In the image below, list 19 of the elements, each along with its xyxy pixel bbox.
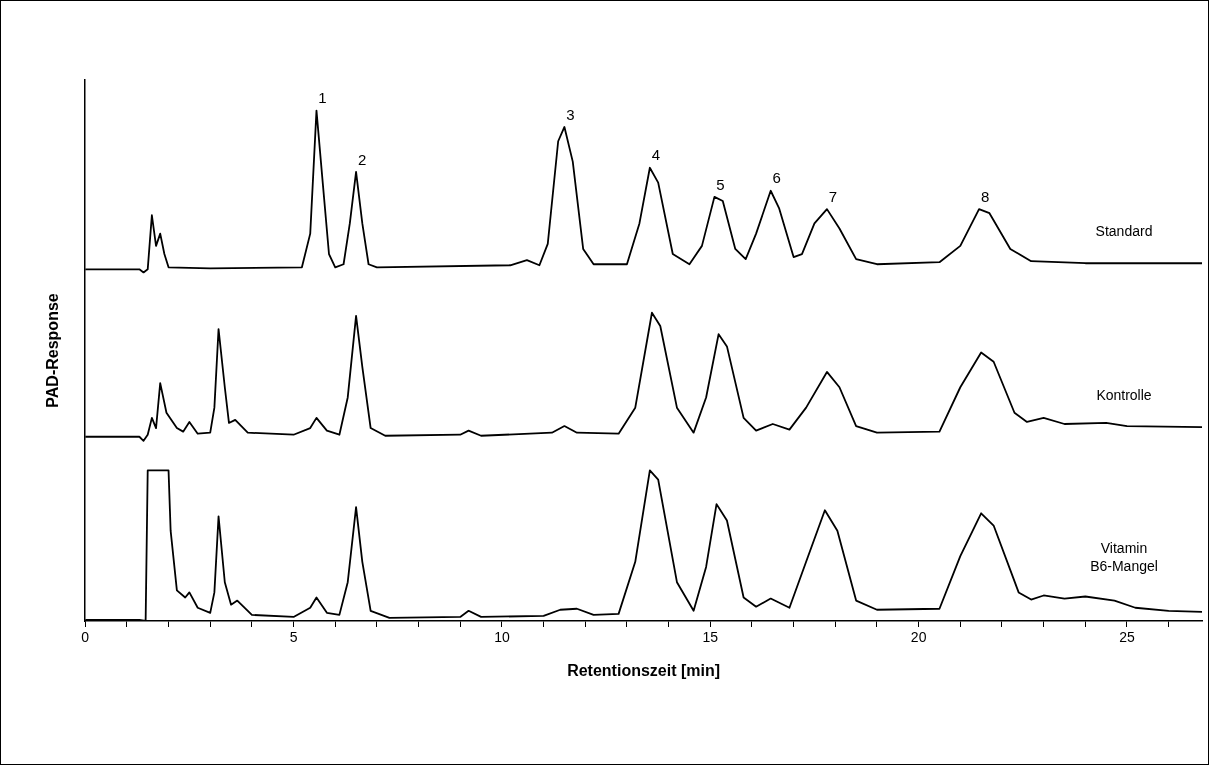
series-label: Vitamin B6-Mangel [1090,539,1158,574]
x-tick-label: 0 [81,629,90,646]
y-axis-title: PAD-Response [44,293,62,408]
x-axis-title: Retentionszeit [min] [567,661,721,679]
annotation: 7 [828,187,838,205]
annotation: 6 [772,169,781,187]
x-tick-label: 20 [910,629,927,646]
x-tick-label: 5 [289,629,298,646]
x-tick-label: 25 [1119,629,1135,646]
annotation: 8 [980,187,990,205]
annotation: 1 [318,89,327,107]
annotation: 2 [357,150,367,168]
series-label: Standard [1095,223,1153,240]
x-tick-label: 15 [702,629,719,646]
annotation: 5 [716,175,725,193]
annotation: 3 [566,105,575,123]
annotation: 4 [651,146,661,164]
series-label: Kontrolle [1096,386,1152,403]
x-tick-label: 10 [494,629,510,646]
